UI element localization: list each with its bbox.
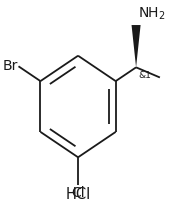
Polygon shape <box>132 25 141 67</box>
Text: NH$_2$: NH$_2$ <box>138 6 166 22</box>
Text: HCl: HCl <box>66 187 91 202</box>
Text: Br: Br <box>2 59 18 73</box>
Text: &1: &1 <box>139 71 152 80</box>
Text: Cl: Cl <box>71 186 85 200</box>
